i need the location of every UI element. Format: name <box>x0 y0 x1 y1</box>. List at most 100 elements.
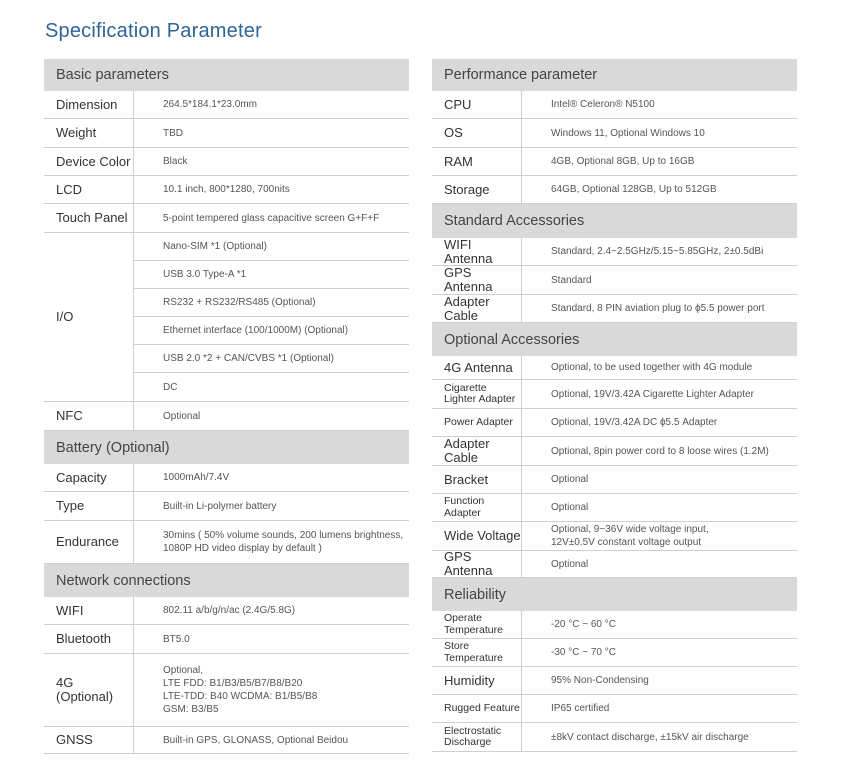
spec-row: Power Adapter Optional, 19V/3.42A DC ϕ5.5… <box>432 409 797 437</box>
spec-row: Adapter Cable Standard, 8 PIN aviation pl… <box>432 295 797 323</box>
spec-label: Device Color <box>44 148 134 175</box>
spec-row: Device Color Black <box>44 148 409 176</box>
spec-row: Cigarette Lighter Adapter Optional, 19V/3… <box>432 380 797 409</box>
spec-value: TBD <box>163 127 183 139</box>
spec-label: Rugged Feature <box>432 695 522 722</box>
spec-value: Optional, 19V/3.42A DC ϕ5.5 Adapter <box>551 417 718 428</box>
spec-label: Cigarette Lighter Adapter <box>432 380 522 408</box>
spec-row: Dimension 264.5*184.1*23.0mm <box>44 91 409 119</box>
spec-label: Operate Temperature <box>432 611 522 638</box>
spec-label: Dimension <box>44 91 134 118</box>
spec-value: 4GB, Optional 8GB, Up to 16GB <box>551 156 695 167</box>
spec-label: GNSS <box>44 727 134 753</box>
spec-values: Nano-SIM *1 (Optional) USB 3.0 Type-A *1 R… <box>134 233 409 401</box>
spec-value-line: Optional, 9~36V wide voltage input, <box>551 524 709 535</box>
spec-sub-value: Nano-SIM *1 (Optional) <box>134 233 409 261</box>
spec-value: Optional, to be used together with 4G mo… <box>551 362 753 373</box>
spec-row: Type Built-in Li-polymer battery <box>44 492 409 521</box>
spec-label: Electrostatic Discharge <box>432 723 522 751</box>
spec-row: I/O Nano-SIM *1 (Optional) USB 3.0 Type-A … <box>44 233 409 402</box>
spec-row: NFC Optional <box>44 402 409 431</box>
spec-row: Storage 64GB, Optional 128GB, Up to 512GB <box>432 176 797 204</box>
page-title: Specification Parameter <box>45 20 262 42</box>
spec-value: Optional <box>551 474 589 485</box>
spec-label: Storage <box>432 176 522 203</box>
spec-label: OS <box>432 119 522 147</box>
spec-row: Humidity 95% Non-Condensing <box>432 667 797 695</box>
spec-value: ±8kV contact discharge, ±15kV air discha… <box>551 731 749 743</box>
spec-value-line: 1080P HD video display by default ) <box>163 543 322 554</box>
spec-label: RAM <box>432 148 522 175</box>
spec-row: Wide Voltage Optional, 9~36V wide voltage… <box>432 522 797 551</box>
section-header: Basic parameters <box>44 59 409 91</box>
spec-label: NFC <box>44 402 134 430</box>
spec-row: GPS Antenna Standard <box>432 266 797 295</box>
spec-sub-value: USB 2.0 *2 + CAN/CVBS *1 (Optional) <box>134 345 409 374</box>
spec-row: Adapter Cable Optional, 8pin power cord t… <box>432 437 797 466</box>
spec-value: 5-point tempered glass capacitive screen… <box>163 212 380 224</box>
section-header: Performance parameter <box>432 59 797 91</box>
left-spec-column: Basic parameters Dimension 264.5*184.1*23.… <box>44 59 409 754</box>
spec-value: Optional <box>551 558 589 570</box>
spec-label: Bracket <box>432 466 522 493</box>
spec-row: Operate Temperature -20 °C ~ 60 °C <box>432 611 797 639</box>
spec-value-line: LTE-TDD: B40 WCDMA: B1/B5/B8 <box>163 691 318 702</box>
spec-row: LCD 10.1 inch, 800*1280, 700nits <box>44 176 409 204</box>
spec-value: Optional, LTE FDD: B1/B3/B5/B7/B8/B20 LTE-… <box>134 654 409 726</box>
spec-row: Function Adapter Optional <box>432 494 797 522</box>
spec-value: 10.1 inch, 800*1280, 700nits <box>163 184 290 195</box>
spec-value: Optional, 8pin power cord to 8 loose wir… <box>551 445 769 457</box>
spec-label: GPS Antenna <box>432 266 522 294</box>
spec-value: 64GB, Optional 128GB, Up to 512GB <box>551 184 717 195</box>
spec-value: IP65 certified <box>551 703 610 714</box>
spec-value: Intel® Celeron® N5100 <box>551 99 655 110</box>
spec-value: Black <box>163 156 188 167</box>
right-spec-column: Performance parameter CPU Intel® Celeron® … <box>432 59 797 752</box>
spec-row: Store Temperature -30 °C ~ 70 °C <box>432 639 797 667</box>
spec-sub-value: RS232 + RS232/RS485 (Optional) <box>134 289 409 318</box>
spec-row: Bracket Optional <box>432 466 797 494</box>
spec-label: Wide Voltage <box>432 522 522 550</box>
spec-row: RAM 4GB, Optional 8GB, Up to 16GB <box>432 148 797 176</box>
spec-label: I/O <box>44 233 134 401</box>
spec-value: 802.11 a/b/g/n/ac (2.4G/5.8G) <box>163 605 296 616</box>
spec-label: GPS Antenna <box>432 550 522 577</box>
spec-value-line: GSM: B3/B5 <box>163 704 219 715</box>
spec-sub-value: DC <box>163 381 178 393</box>
spec-sub-value: Ethernet interface (100/1000M) (Optional… <box>134 317 409 346</box>
section-header: Reliability <box>432 578 797 611</box>
spec-label: 4G (Optional) <box>44 654 134 726</box>
spec-label: Bluetooth <box>44 625 134 653</box>
spec-row: WIFI Antenna Standard, 2.4~2.5GHz/5.15~5.… <box>432 238 797 266</box>
spec-row: WIFI 802.11 a/b/g/n/ac (2.4G/5.8G) <box>44 597 409 625</box>
spec-value: -30 °C ~ 70 °C <box>551 647 616 658</box>
spec-row: 4G Antenna Optional, to be used together … <box>432 356 797 380</box>
spec-value: 30mins ( 50% volume sounds, 200 lumens b… <box>134 521 409 563</box>
spec-value: Optional, 19V/3.42A Cigarette Lighter Ad… <box>551 388 754 400</box>
spec-value: 264.5*184.1*23.0mm <box>163 99 257 110</box>
spec-row: Rugged Feature IP65 certified <box>432 695 797 723</box>
spec-value: Windows 11, Optional Windows 10 <box>551 127 705 139</box>
section-header: Battery (Optional) <box>44 431 409 464</box>
spec-row: Touch Panel 5-point tempered glass capaci… <box>44 204 409 233</box>
spec-label: WIFI <box>44 597 134 624</box>
spec-value: Built-in Li-polymer battery <box>163 500 277 512</box>
spec-value: Optional <box>163 410 201 422</box>
spec-value: Optional <box>551 502 589 513</box>
spec-row: 4G (Optional) Optional, LTE FDD: B1/B3/B5/… <box>44 654 409 727</box>
spec-row: GPS Antenna Optional <box>432 550 797 578</box>
spec-sub-value: USB 3.0 Type-A *1 <box>134 261 409 289</box>
spec-value: Standard <box>551 274 592 286</box>
spec-value: BT5.0 <box>163 633 190 645</box>
spec-label: Capacity <box>44 464 134 491</box>
section-header: Standard Accessories <box>432 204 797 238</box>
spec-row: Weight TBD <box>44 119 409 148</box>
spec-row: Bluetooth BT5.0 <box>44 625 409 654</box>
spec-value: Standard, 2.4~2.5GHz/5.15~5.85GHz, 2±0.5… <box>551 246 764 257</box>
spec-value-line: LTE FDD: B1/B3/B5/B7/B8/B20 <box>163 678 303 689</box>
spec-label: Store Temperature <box>432 639 522 666</box>
spec-label: LCD <box>44 176 134 203</box>
spec-value: -20 °C ~ 60 °C <box>551 619 616 630</box>
spec-row: GNSS Built-in GPS, GLONASS, Optional Beid… <box>44 727 409 754</box>
spec-value: 1000mAh/7.4V <box>163 472 230 483</box>
